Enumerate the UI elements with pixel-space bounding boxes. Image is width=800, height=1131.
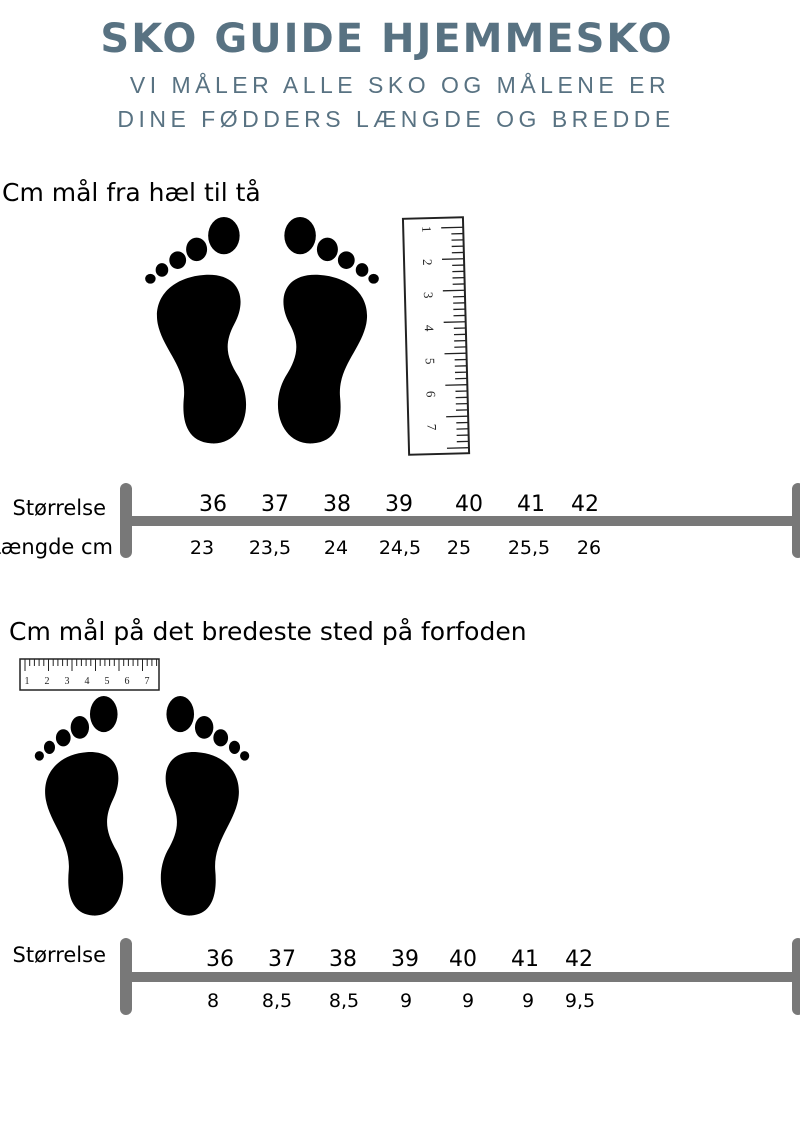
size: 40 <box>455 492 483 517</box>
ruler-body <box>401 216 471 456</box>
measure: 8,5 <box>329 990 359 1012</box>
bar-cap <box>120 938 132 1015</box>
size: 37 <box>268 947 296 972</box>
measure: 25,5 <box>508 537 550 559</box>
title: SKO GUIDE HJEMMESKO <box>100 16 673 62</box>
subtitle: DINE FØDDERS LÆNGDE OG BREDDE <box>117 106 674 132</box>
ruler-label: 2 <box>45 676 50 687</box>
size: 38 <box>329 947 357 972</box>
left-foot <box>145 217 247 444</box>
measure: 26 <box>577 537 601 559</box>
ruler-tick <box>446 447 469 449</box>
size: 38 <box>323 492 351 517</box>
footprints <box>145 217 379 444</box>
ruler: 1 2 3 4 5 6 7 <box>401 216 471 456</box>
right-foot <box>277 217 379 444</box>
ruler-label: 7 <box>145 676 150 687</box>
size: 36 <box>206 947 234 972</box>
ruler-tick <box>441 226 464 229</box>
scale-bar <box>120 483 800 558</box>
ruler-label: 3 <box>421 292 436 299</box>
ruler-label: 2 <box>420 259 435 266</box>
measure: 8 <box>207 990 219 1012</box>
ruler-label: 6 <box>125 676 130 687</box>
section-heading: Cm mål på det bredeste sted på forfoden <box>9 617 527 646</box>
size: 37 <box>261 492 289 517</box>
right-foot <box>160 696 250 916</box>
size: 41 <box>511 947 539 972</box>
size: 40 <box>449 947 477 972</box>
left-foot <box>34 696 124 916</box>
size: 39 <box>391 947 419 972</box>
ruler-label: 1 <box>25 676 30 687</box>
ruler-tick <box>444 352 467 355</box>
ruler-label: 3 <box>65 676 70 687</box>
subtitle: VI MÅLER ALLE SKO OG MÅLENE ER <box>130 71 670 98</box>
ruler-label: 4 <box>85 676 90 687</box>
measure: 9,5 <box>565 990 595 1012</box>
ruler-ticks: 1 2 3 4 5 6 7 <box>419 226 469 449</box>
size: 39 <box>385 492 413 517</box>
ruler-label: 6 <box>423 391 438 398</box>
row-label: Størrelse <box>13 496 106 520</box>
row-label: Størrelse <box>13 943 106 967</box>
bar <box>125 516 800 526</box>
ruler-label: 5 <box>423 358 438 365</box>
ruler-label: 1 <box>419 226 434 233</box>
row-label: Længde cm <box>0 535 113 559</box>
measure: 24,5 <box>379 537 421 559</box>
ruler-body <box>19 658 160 691</box>
ruler-tick <box>446 415 469 418</box>
measure: 24 <box>324 537 348 559</box>
size: 42 <box>571 492 599 517</box>
measure: 23,5 <box>249 537 291 559</box>
measure: 9 <box>462 990 474 1012</box>
ruler-label: 4 <box>422 325 437 332</box>
bar-cap <box>792 938 800 1015</box>
ruler-label: 7 <box>424 424 439 431</box>
scale-bar <box>120 938 800 1015</box>
bar-cap <box>792 483 800 558</box>
ruler-tick <box>443 321 466 323</box>
ruler-tick <box>445 384 468 386</box>
size: 36 <box>199 492 227 517</box>
ruler: 1 2 3 4 5 6 7 <box>19 658 160 691</box>
bar-cap <box>120 483 132 558</box>
measure: 25 <box>447 537 471 559</box>
ruler-tick <box>442 289 465 292</box>
measure: 9 <box>522 990 534 1012</box>
size: 41 <box>517 492 545 517</box>
ruler-tick <box>442 258 465 260</box>
footprints <box>34 696 250 916</box>
ruler-ticks: 1 2 3 4 5 6 7 <box>24 659 158 687</box>
section-heading: Cm mål fra hæl til tå <box>2 178 261 207</box>
measure: 23 <box>190 537 214 559</box>
ruler-label: 5 <box>105 676 110 687</box>
measure: 9 <box>400 990 412 1012</box>
bar <box>125 972 800 982</box>
measure: 8,5 <box>262 990 292 1012</box>
size: 42 <box>565 947 593 972</box>
